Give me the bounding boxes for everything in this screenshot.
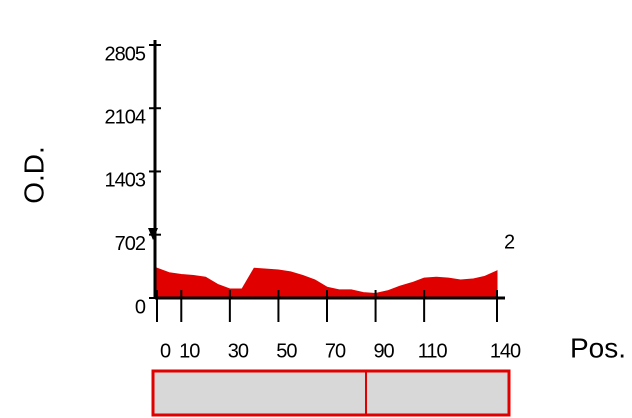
x-tick-label: 90 — [373, 340, 394, 362]
x-tick-label: 0 — [160, 340, 171, 362]
x-tick-label: 70 — [325, 340, 346, 362]
y-tick-label: 702 — [115, 233, 146, 255]
x-tick-label: 10 — [179, 340, 200, 362]
x-tick-label: 140 — [490, 340, 521, 362]
annotation: 2 — [504, 231, 515, 253]
y-tick-label: 1403 — [105, 170, 146, 192]
gel-strip — [153, 371, 509, 415]
x-tick-label: 30 — [228, 340, 249, 362]
y-axis-label: O.D. — [18, 146, 49, 204]
y-tick-label: 2104 — [105, 107, 146, 129]
y-tick-label: 0 — [135, 296, 146, 318]
x-tick-label: 50 — [276, 340, 297, 362]
chart: O.D. Pos. 0 702 1403 2104 2805 0 10 30 50 70 90 110… — [0, 0, 632, 418]
y-tick-label: 2805 — [105, 43, 146, 65]
x-axis-label: Pos. — [570, 332, 626, 363]
x-tick-label: 110 — [418, 340, 448, 362]
